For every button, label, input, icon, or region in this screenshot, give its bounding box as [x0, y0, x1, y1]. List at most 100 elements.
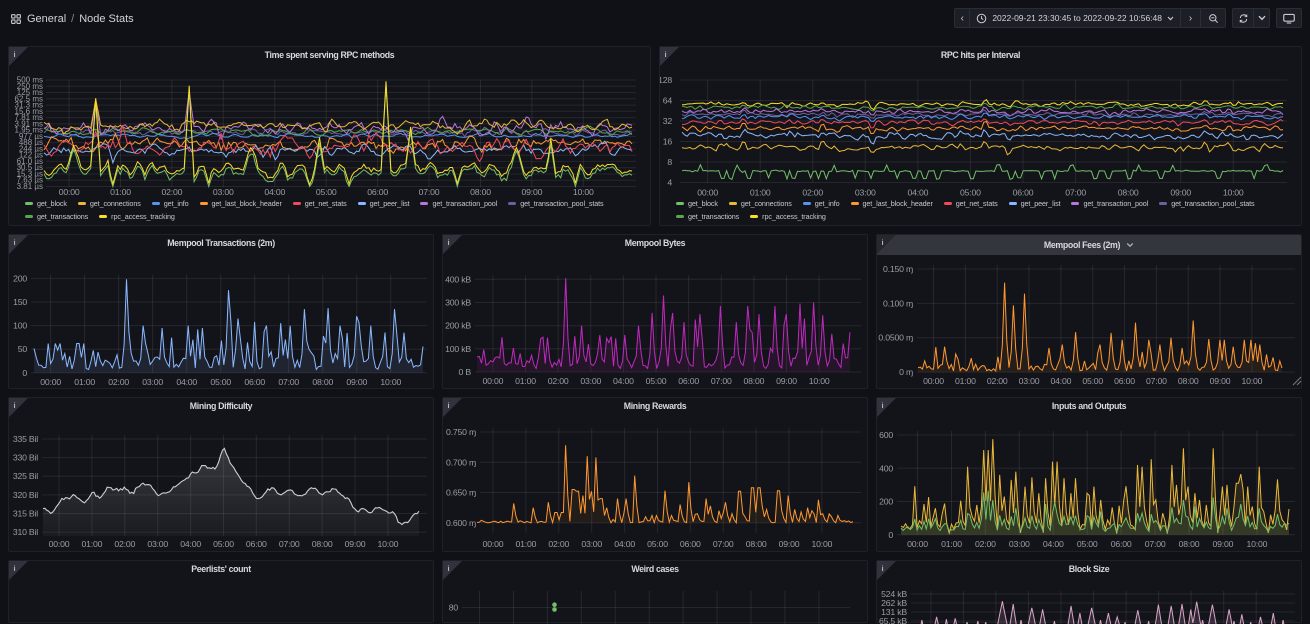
svg-text:02:00: 02:00	[114, 539, 135, 549]
svg-text:05:00: 05:00	[316, 187, 337, 197]
svg-text:05:00: 05:00	[213, 539, 234, 549]
svg-text:0.700 ɱ: 0.700 ɱ	[446, 457, 476, 467]
svg-text:i: i	[882, 401, 884, 410]
svg-text:15.6 ms: 15.6 ms	[15, 107, 43, 116]
svg-text:02:00: 02:00	[548, 376, 569, 386]
svg-text:400: 400	[879, 463, 893, 473]
svg-text:0.0500 ɱ: 0.0500 ɱ	[878, 333, 913, 343]
svg-text:07:00: 07:00	[713, 539, 734, 549]
svg-text:4: 4	[667, 178, 672, 188]
svg-text:06:00: 06:00	[678, 376, 699, 386]
svg-text:00:00: 00:00	[40, 377, 61, 387]
svg-text:00:00: 00:00	[483, 376, 504, 386]
svg-text:i: i	[448, 564, 450, 573]
svg-text:488 µs: 488 µs	[19, 138, 43, 147]
svg-text:125 ms: 125 ms	[17, 88, 43, 97]
svg-text:08:00: 08:00	[746, 539, 767, 549]
svg-text:330 Bil: 330 Bil	[13, 453, 38, 463]
svg-text:10:00: 10:00	[812, 539, 833, 549]
svg-text:30.5 µs: 30.5 µs	[17, 163, 43, 172]
svg-text:04:00: 04:00	[908, 188, 929, 198]
svg-text:08:00: 08:00	[744, 376, 765, 386]
svg-text:977 µs: 977 µs	[19, 132, 43, 141]
svg-text:315 Bil: 315 Bil	[13, 509, 38, 519]
svg-text:500 ms: 500 ms	[17, 76, 43, 85]
svg-text:05:00: 05:00	[960, 188, 981, 198]
svg-text:09:00: 09:00	[779, 539, 800, 549]
svg-text:80: 80	[449, 603, 459, 613]
svg-text:7.63 µs: 7.63 µs	[17, 176, 43, 185]
svg-text:0.750 ɱ: 0.750 ɱ	[446, 427, 476, 437]
svg-text:100: 100	[13, 321, 27, 331]
svg-text:310 Bil: 310 Bil	[13, 527, 38, 537]
svg-text:i: i	[14, 401, 16, 410]
svg-text:05:00: 05:00	[1077, 539, 1098, 549]
svg-text:06:00: 06:00	[244, 377, 265, 387]
svg-text:07:00: 07:00	[419, 187, 440, 197]
svg-text:09:00: 09:00	[1213, 539, 1234, 549]
svg-text:0 ɱ: 0 ɱ	[899, 367, 913, 377]
svg-text:03:00: 03:00	[1009, 539, 1030, 549]
svg-text:09:00: 09:00	[345, 539, 366, 549]
svg-text:01:00: 01:00	[515, 376, 536, 386]
svg-text:0.600 ɱ: 0.600 ɱ	[446, 518, 476, 528]
svg-text:06:00: 06:00	[367, 187, 388, 197]
svg-text:06:00: 06:00	[1111, 539, 1132, 549]
svg-text:i: i	[14, 564, 16, 573]
svg-text:07:00: 07:00	[279, 539, 300, 549]
svg-text:100 kB: 100 kB	[445, 344, 471, 354]
svg-text:01:00: 01:00	[750, 188, 771, 198]
svg-text:10:00: 10:00	[1242, 376, 1263, 386]
svg-text:10:00: 10:00	[809, 376, 830, 386]
svg-text:00:00: 00:00	[923, 376, 944, 386]
svg-text:09:00: 09:00	[776, 376, 797, 386]
svg-text:05:00: 05:00	[646, 376, 667, 386]
svg-text:05:00: 05:00	[210, 377, 231, 387]
svg-text:03:00: 03:00	[213, 187, 234, 197]
svg-text:320 Bil: 320 Bil	[13, 490, 38, 500]
svg-text:08:00: 08:00	[1179, 539, 1200, 549]
svg-text:i: i	[448, 401, 450, 410]
svg-text:1.95 ms: 1.95 ms	[15, 126, 43, 135]
svg-text:300 kB: 300 kB	[445, 298, 471, 308]
svg-text:02:00: 02:00	[802, 188, 823, 198]
svg-text:0: 0	[22, 368, 27, 378]
svg-text:01:00: 01:00	[82, 539, 103, 549]
svg-text:200: 200	[879, 497, 893, 507]
svg-text:00:00: 00:00	[49, 539, 70, 549]
svg-text:07:00: 07:00	[278, 377, 299, 387]
svg-text:02:00: 02:00	[987, 376, 1008, 386]
svg-text:400 kB: 400 kB	[445, 274, 471, 284]
svg-text:01:00: 01:00	[955, 376, 976, 386]
svg-text:16: 16	[663, 137, 673, 147]
svg-text:04:00: 04:00	[1051, 376, 1072, 386]
svg-text:01:00: 01:00	[110, 187, 131, 197]
svg-text:04:00: 04:00	[1043, 539, 1064, 549]
svg-text:01:00: 01:00	[516, 539, 537, 549]
svg-text:10:00: 10:00	[380, 377, 401, 387]
svg-text:10:00: 10:00	[1223, 188, 1244, 198]
svg-text:00:00: 00:00	[697, 188, 718, 198]
svg-text:02:00: 02:00	[548, 539, 569, 549]
svg-text:08:00: 08:00	[1178, 376, 1199, 386]
svg-text:02:00: 02:00	[162, 187, 183, 197]
svg-text:61.0 µs: 61.0 µs	[17, 157, 43, 166]
svg-text:09:00: 09:00	[522, 187, 543, 197]
svg-text:0 B: 0 B	[459, 367, 472, 377]
svg-text:04:00: 04:00	[180, 539, 201, 549]
svg-text:0: 0	[888, 530, 893, 540]
svg-text:10:00: 10:00	[378, 539, 399, 549]
svg-text:i: i	[665, 50, 667, 59]
svg-text:64: 64	[663, 96, 673, 106]
svg-text:06:00: 06:00	[1114, 376, 1135, 386]
svg-text:150: 150	[13, 297, 27, 307]
svg-text:04:00: 04:00	[614, 539, 635, 549]
svg-text:122 µs: 122 µs	[19, 151, 43, 160]
svg-text:00:00: 00:00	[907, 539, 928, 549]
svg-text:200 kB: 200 kB	[445, 321, 471, 331]
svg-text:15.3 µs: 15.3 µs	[17, 170, 43, 179]
svg-text:65.5 kB: 65.5 kB	[879, 616, 907, 624]
svg-text:03:00: 03:00	[580, 376, 601, 386]
svg-text:04:00: 04:00	[613, 376, 634, 386]
svg-text:03:00: 03:00	[581, 539, 602, 549]
